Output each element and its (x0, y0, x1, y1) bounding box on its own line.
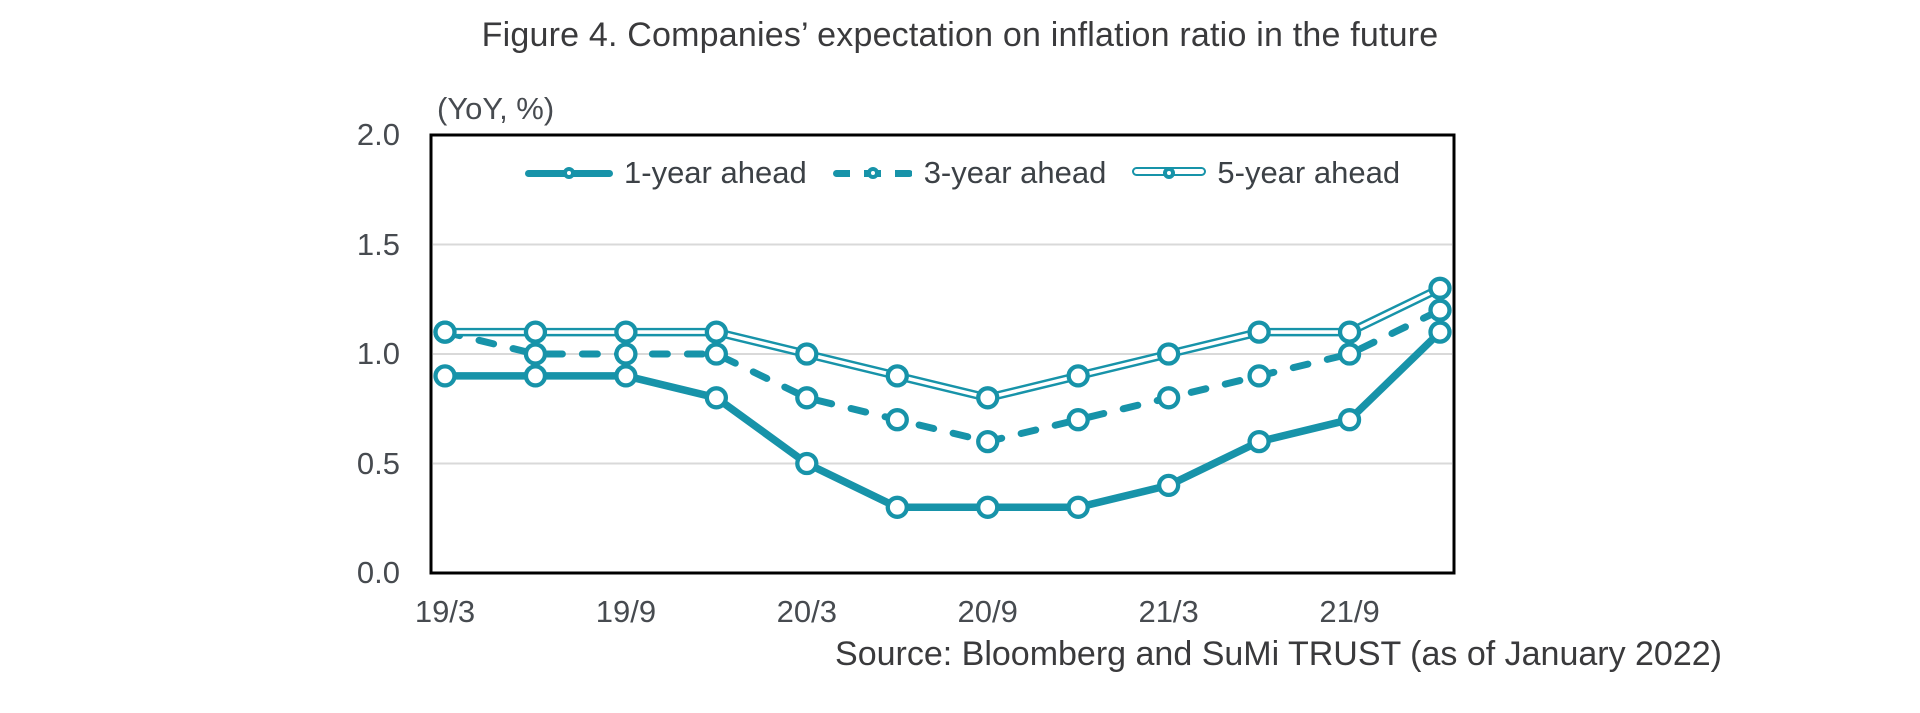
data-point-3-year-ahead-21/6 (1247, 364, 1271, 388)
figure-title: Figure 4. Companies’ expectation on infl… (481, 16, 1439, 54)
data-point-1-year-ahead-19/3 (433, 364, 457, 388)
series-line-3-year-ahead (441, 306, 1444, 446)
data-point-1-year-ahead-20/9 (976, 495, 1000, 519)
data-point-3-year-ahead-20/6 (885, 408, 909, 432)
x-tick-label-20-3: 20/3 (776, 594, 837, 629)
legend-item-3-year-ahead: 3-year ahead (832, 155, 1107, 190)
legend-sample-double-line (1132, 156, 1207, 190)
data-point-5-year-ahead-21/3 (1156, 342, 1181, 366)
legend-label-3-year-ahead: 3-year ahead (923, 155, 1107, 190)
x-tick-label-21-3: 21/3 (1138, 594, 1199, 629)
open-circle-marker-icon (563, 167, 575, 179)
data-point-5-year-ahead-21/12 (1428, 276, 1452, 300)
data-point-5-year-ahead-20/6 (885, 364, 909, 388)
data-point-5-year-ahead-19/12 (704, 320, 729, 344)
data-point-1-year-ahead-21/6 (1247, 429, 1271, 454)
open-circle-marker-icon (1163, 167, 1176, 179)
data-point-1-year-ahead-20/3 (795, 451, 819, 476)
series-line-inner-5-year-ahead (443, 286, 1442, 400)
data-point-1-year-ahead-21/3 (1156, 473, 1181, 498)
chart-legend: 1-year ahead 3-year ahead 5-year ahead (525, 156, 1400, 190)
plot-border (429, 133, 1456, 575)
legend-label-1-year-ahead: 1-year ahead (624, 155, 807, 190)
y-axis-unit-label: (YoY, %) (437, 91, 555, 126)
data-point-3-year-ahead-21/3 (1156, 386, 1181, 410)
data-point-5-year-ahead-19/9 (614, 320, 638, 344)
data-point-3-year-ahead-20/9 (976, 429, 1000, 454)
legend-sample-dashed-line (832, 156, 913, 190)
data-point-1-year-ahead-21/12 (1428, 320, 1452, 344)
legend-label-5-year-ahead: 5-year ahead (1217, 155, 1401, 190)
legend-sample-solid-line (525, 156, 613, 190)
data-point-5-year-ahead-19/6 (523, 320, 548, 344)
data-point-3-year-ahead-20/3 (795, 386, 819, 410)
y-tick-label-1.5: 1.5 (356, 226, 400, 262)
x-tick-label-19-3: 19/3 (414, 594, 476, 629)
data-point-3-year-ahead-21/12 (1428, 298, 1452, 322)
legend-item-5-year-ahead: 5-year ahead (1132, 156, 1400, 190)
data-point-1-year-ahead-20/12 (1066, 495, 1090, 519)
data-point-1-year-ahead-19/6 (523, 364, 548, 388)
x-tick-label-20-9: 20/9 (957, 594, 1018, 629)
data-point-3-year-ahead-19/12 (704, 342, 729, 366)
data-point-3-year-ahead-21/9 (1337, 342, 1362, 366)
data-point-1-year-ahead-19/12 (704, 386, 729, 410)
y-tick-label-0.0: 0.0 (356, 555, 400, 590)
y-tick-label-0.5: 0.5 (356, 445, 400, 481)
x-tick-label-19-9: 19/9 (595, 594, 657, 629)
series-line-5-year-ahead (440, 284, 1445, 403)
data-point-1-year-ahead-21/9 (1337, 408, 1362, 432)
data-point-5-year-ahead-19/3 (433, 320, 457, 344)
data-point-5-year-ahead-21/6 (1247, 320, 1271, 344)
data-point-5-year-ahead-21/9 (1337, 320, 1362, 344)
source-note: Source: Bloomberg and SuMi TRUST (as of … (835, 635, 1722, 673)
data-point-1-year-ahead-19/9 (614, 364, 638, 388)
open-circle-marker-icon (866, 167, 879, 179)
data-point-5-year-ahead-20/12 (1066, 364, 1090, 388)
data-point-3-year-ahead-20/12 (1066, 408, 1090, 432)
x-tick-label-21-9: 21/9 (1319, 594, 1380, 629)
data-point-3-year-ahead-19/9 (614, 342, 638, 366)
data-point-5-year-ahead-20/3 (795, 342, 819, 366)
series-line-1-year-ahead (441, 328, 1444, 512)
legend-item-1-year-ahead: 1-year ahead (525, 156, 807, 190)
y-tick-label-1.0: 1.0 (356, 336, 400, 371)
data-point-1-year-ahead-20/6 (885, 495, 909, 519)
y-tick-label-2.0: 2.0 (356, 117, 400, 152)
data-point-5-year-ahead-20/9 (976, 386, 1000, 410)
data-point-3-year-ahead-19/6 (523, 342, 548, 366)
